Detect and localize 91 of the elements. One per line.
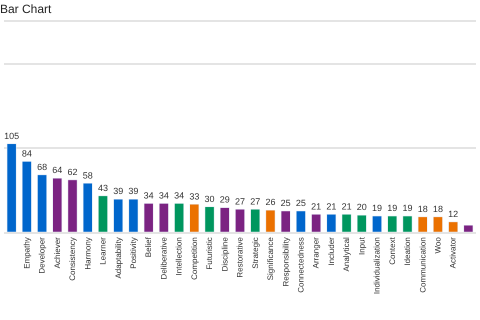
bar bbox=[311, 214, 321, 232]
data-label: 18 bbox=[418, 204, 428, 214]
bar bbox=[402, 216, 412, 232]
bar bbox=[128, 198, 138, 232]
data-label: 68 bbox=[37, 162, 48, 172]
x-tick-label: Achiever bbox=[52, 236, 62, 268]
bar bbox=[159, 203, 169, 232]
bar bbox=[22, 161, 32, 232]
bar bbox=[356, 214, 367, 232]
data-label: 19 bbox=[402, 203, 412, 214]
bar bbox=[6, 144, 16, 232]
chart-title: Bar Chart bbox=[0, 2, 52, 16]
x-tick-label: Communication bbox=[418, 237, 428, 293]
bar bbox=[190, 204, 200, 232]
bar bbox=[68, 180, 78, 232]
data-label: 33 bbox=[189, 191, 200, 202]
data-label: 26 bbox=[265, 197, 276, 208]
x-tick-label: Learner bbox=[98, 236, 108, 265]
data-label: 34 bbox=[174, 190, 184, 200]
bar bbox=[113, 198, 124, 232]
bar bbox=[174, 203, 184, 232]
data-label: 25 bbox=[296, 198, 306, 208]
bar bbox=[37, 174, 47, 232]
bar bbox=[98, 196, 108, 232]
x-tick-label: Discipline bbox=[220, 236, 230, 272]
data-label: 12 bbox=[448, 208, 458, 219]
data-label: 62 bbox=[68, 166, 78, 177]
data-label: 21 bbox=[342, 201, 352, 212]
data-label: 19 bbox=[387, 203, 398, 214]
x-tick-label: Significance bbox=[266, 236, 276, 280]
data-label: 27 bbox=[234, 196, 246, 206]
data-label: 43 bbox=[98, 182, 108, 193]
x-tick-label: Includer bbox=[326, 236, 336, 266]
data-label: 39 bbox=[128, 186, 138, 196]
x-tick-label: Individualization bbox=[372, 237, 382, 294]
data-label: 30 bbox=[204, 194, 215, 204]
x-tick-label: Input bbox=[357, 236, 366, 255]
bar bbox=[433, 216, 443, 232]
data-label: 39 bbox=[113, 186, 124, 196]
data-label: 19 bbox=[372, 203, 382, 214]
bar bbox=[448, 222, 458, 232]
x-tick-label: Connectedness bbox=[296, 237, 306, 293]
bar bbox=[204, 206, 214, 232]
x-tick-label: Competition bbox=[190, 237, 199, 280]
bar bbox=[372, 216, 382, 232]
x-tick-label: Ideation bbox=[403, 237, 412, 266]
x-tick-label: Harmony bbox=[83, 237, 92, 270]
x-tick-label: Developer bbox=[38, 236, 47, 274]
bar bbox=[464, 225, 474, 232]
x-tick-label: Adaptability bbox=[114, 237, 123, 279]
bar bbox=[144, 203, 154, 232]
x-tick-label: Positivity bbox=[129, 237, 138, 269]
x-tick-label: Belief bbox=[144, 236, 154, 258]
data-label: 84 bbox=[22, 148, 32, 158]
x-tick-label: Restorative bbox=[236, 236, 245, 278]
data-label: 27 bbox=[250, 196, 260, 206]
x-tick-label: Intellection bbox=[174, 237, 184, 276]
bar bbox=[235, 209, 245, 232]
data-label: 58 bbox=[82, 170, 93, 180]
bar bbox=[326, 214, 336, 232]
data-label: 34 bbox=[158, 190, 169, 200]
x-tick-label: Arranger bbox=[312, 236, 321, 268]
bar bbox=[52, 178, 62, 232]
data-label: 21 bbox=[311, 201, 322, 212]
bar bbox=[266, 210, 276, 232]
data-label: 21 bbox=[326, 201, 336, 212]
x-tick-label: Analytical bbox=[342, 236, 352, 272]
data-label: 18 bbox=[432, 204, 443, 214]
x-tick-label: Context bbox=[388, 236, 397, 265]
data-label: 25 bbox=[280, 198, 291, 208]
bar bbox=[82, 183, 93, 232]
bar bbox=[250, 209, 260, 232]
bar bbox=[220, 207, 230, 232]
x-tick-label: Futuristic bbox=[205, 237, 214, 270]
x-tick-label: Woo bbox=[434, 236, 443, 254]
x-tick-label: Responsibility bbox=[281, 237, 290, 287]
data-label: 105 bbox=[4, 130, 20, 141]
bar bbox=[418, 216, 428, 232]
data-label: 29 bbox=[220, 194, 230, 205]
data-label: 20 bbox=[356, 202, 367, 212]
x-tick-label: Activator bbox=[448, 236, 458, 268]
x-tick-label: Consistency bbox=[68, 237, 78, 281]
data-label: 34 bbox=[144, 190, 154, 200]
bar bbox=[342, 214, 352, 232]
bar bbox=[296, 210, 306, 232]
x-tick-label: Deliberative bbox=[159, 236, 168, 280]
x-tick-label: Empathy bbox=[22, 237, 32, 269]
data-label: 64 bbox=[52, 165, 62, 176]
bar bbox=[387, 216, 398, 232]
x-tick-label: Strategic bbox=[250, 237, 260, 269]
bar bbox=[280, 210, 290, 232]
